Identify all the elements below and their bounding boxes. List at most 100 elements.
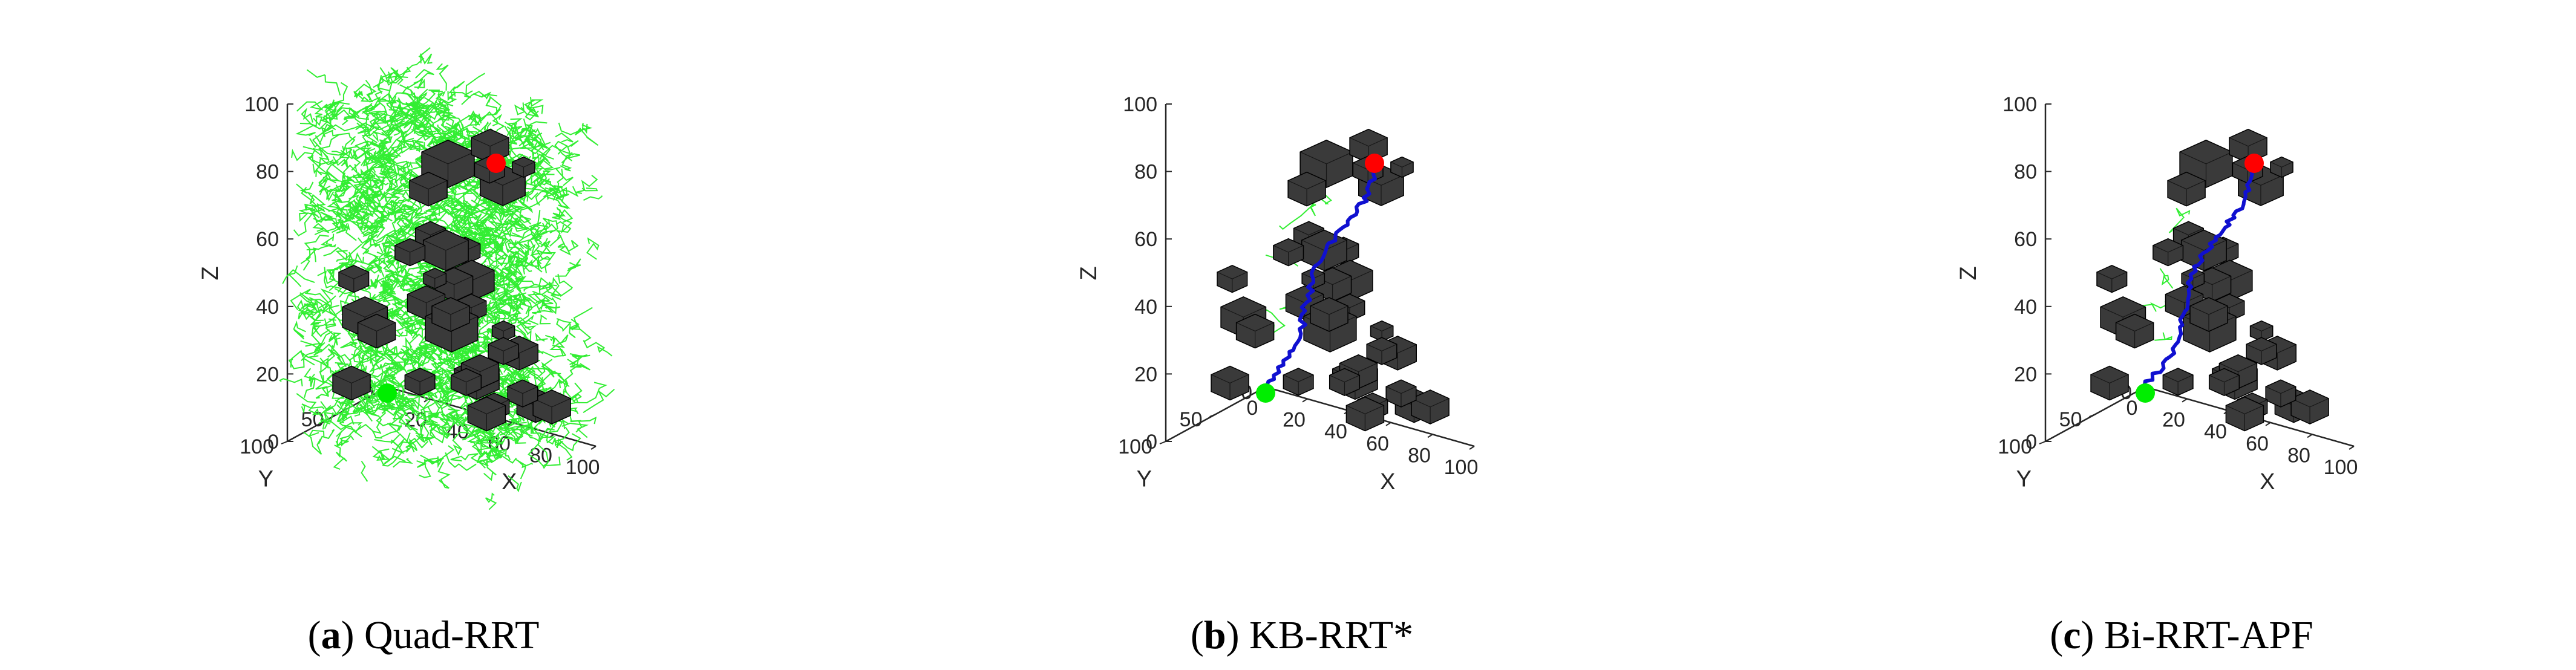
tree-branch: [354, 403, 371, 417]
tree-branch: [350, 199, 373, 221]
tree-branch: [521, 314, 537, 331]
tree-branch: [451, 184, 482, 201]
tree-branch: [520, 202, 540, 211]
obstacle-edge: [2153, 245, 2183, 266]
tree-branch: [532, 368, 555, 378]
tree-branch: [398, 99, 430, 110]
obstacle-edge: [1217, 272, 1247, 293]
tree-branch: [465, 73, 485, 96]
tree-branch: [361, 460, 368, 482]
tree-branch: [414, 201, 440, 219]
tree-branch: [450, 453, 482, 464]
tree-branch: [390, 278, 422, 289]
tree-branch: [325, 104, 344, 120]
x-tick-mark: [2265, 421, 2271, 426]
tree-branch: [445, 452, 477, 471]
tree-branch: [407, 68, 434, 88]
obstacles: [332, 128, 571, 432]
tree-branch: [381, 127, 394, 137]
tree-branch: [339, 145, 361, 171]
tree-branch: [371, 166, 390, 180]
x-tick-label: 80: [1408, 444, 1431, 467]
tree-branch: [368, 151, 403, 163]
tree-branch: [480, 449, 506, 457]
tree-branch: [309, 203, 348, 220]
tree-branch: [504, 121, 517, 130]
z-tick-label: 80: [1134, 161, 1157, 184]
tree-branch: [408, 327, 423, 351]
tree-branch: [298, 301, 316, 320]
tree-branch: [472, 314, 499, 342]
tree-branch: [390, 433, 429, 449]
tree-branch: [325, 348, 343, 366]
tree-branch: [491, 445, 503, 458]
tree-branch: [439, 114, 454, 131]
tree-branch: [362, 153, 389, 167]
tree-branch: [492, 275, 527, 301]
tree-branch: [293, 320, 307, 340]
tree-branch: [569, 324, 576, 339]
tree-branch: [396, 109, 422, 135]
tree-branch: [356, 122, 370, 137]
tree-branch: [278, 378, 303, 386]
tree-branch: [369, 110, 387, 123]
panel-caption: (a) Quad-RRT: [308, 613, 540, 657]
z-tick-label: 20: [2014, 363, 2037, 386]
tree-branch: [334, 288, 355, 305]
tree-branch: [525, 123, 546, 145]
panel-caption: (c) Bi-RRT-APF: [2050, 613, 2313, 657]
tree-branch: [393, 458, 413, 468]
tree-branch: [501, 431, 514, 445]
x-tick-mark: [2307, 434, 2313, 438]
x-tick-mark: [1385, 421, 1391, 426]
tree-branch: [1309, 194, 1332, 216]
tree-branch: [542, 457, 561, 466]
tree-branch: [374, 439, 411, 449]
tree-branch: [515, 369, 526, 382]
tree-branch: [533, 293, 554, 313]
x-tick-label: 40: [1324, 420, 1347, 443]
tree-branch: [302, 248, 318, 271]
obstacle-edge: [405, 374, 436, 395]
tree-branch: [575, 175, 598, 194]
tree-branch: [360, 214, 373, 234]
tree-branch: [381, 200, 410, 215]
tree-branch: [391, 408, 414, 431]
tree-branch: [388, 204, 413, 213]
tree-branch: [451, 91, 471, 103]
tree-branch: [388, 107, 404, 119]
tree-branch: [542, 218, 558, 234]
tree-branch: [391, 303, 413, 321]
tree-branch: [341, 262, 355, 269]
tree-branch: [390, 374, 406, 392]
tree-branch: [282, 268, 315, 284]
tree-branch: [556, 317, 572, 333]
obstacle-edge: [1390, 161, 1414, 178]
tree-branch: [301, 403, 325, 414]
tree-branch: [431, 123, 443, 144]
tree-branch: [506, 311, 519, 328]
tree-branch: [361, 174, 389, 189]
chart-panel-b: 020406080100050100020406080100XYZ(b) KB-…: [1076, 93, 1478, 657]
tree-branch: [537, 256, 551, 273]
tree-branch: [396, 203, 419, 222]
tree-branch: [447, 115, 477, 132]
tree-branch: [315, 165, 329, 177]
y-tick-mark: [2089, 414, 2096, 417]
tree-branch: [485, 201, 497, 215]
tree-branch: [364, 180, 385, 211]
tree-branch: [445, 410, 464, 426]
tree-branch: [382, 273, 391, 287]
tree-branch: [398, 416, 412, 428]
tree-branch: [427, 406, 454, 428]
tree-branch: [412, 125, 427, 143]
tree-branch: [402, 94, 423, 120]
tree-branch: [380, 423, 400, 438]
planned-path: [1261, 165, 1378, 389]
tree-branch: [361, 230, 379, 251]
start-point: [2136, 383, 2155, 403]
obstacle-edge: [423, 273, 446, 289]
x-tick-label: 0: [1247, 397, 1258, 420]
y-axis-label: Y: [2016, 467, 2032, 492]
tree-branch: [422, 353, 431, 367]
